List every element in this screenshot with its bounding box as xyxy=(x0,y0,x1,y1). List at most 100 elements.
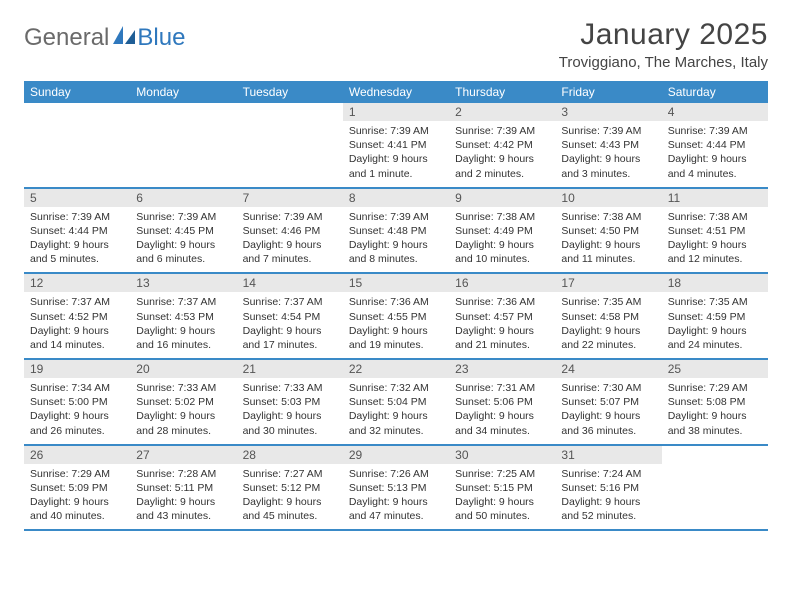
day-detail: Sunrise: 7:33 AMSunset: 5:02 PMDaylight:… xyxy=(130,381,236,438)
day-cell: 23Sunrise: 7:31 AMSunset: 5:06 PMDayligh… xyxy=(449,360,555,444)
month-title: January 2025 xyxy=(559,18,768,52)
daylight-line: Daylight: 9 hours and 36 minutes. xyxy=(561,409,655,437)
day-detail: Sunrise: 7:39 AMSunset: 4:46 PMDaylight:… xyxy=(237,210,343,267)
day-cell: 9Sunrise: 7:38 AMSunset: 4:49 PMDaylight… xyxy=(449,189,555,273)
day-detail: Sunrise: 7:35 AMSunset: 4:58 PMDaylight:… xyxy=(555,295,661,352)
day-number: 16 xyxy=(449,274,555,292)
day-number: 12 xyxy=(24,274,130,292)
daylight-line: Daylight: 9 hours and 50 minutes. xyxy=(455,495,549,523)
day-header: Thursday xyxy=(449,81,555,103)
day-cell: 8Sunrise: 7:39 AMSunset: 4:48 PMDaylight… xyxy=(343,189,449,273)
daylight-line: Daylight: 9 hours and 40 minutes. xyxy=(30,495,124,523)
day-cell: 2Sunrise: 7:39 AMSunset: 4:42 PMDaylight… xyxy=(449,103,555,187)
sunrise-line: Sunrise: 7:30 AM xyxy=(561,381,655,395)
day-detail: Sunrise: 7:37 AMSunset: 4:54 PMDaylight:… xyxy=(237,295,343,352)
daylight-line: Daylight: 9 hours and 45 minutes. xyxy=(243,495,337,523)
day-number: 19 xyxy=(24,360,130,378)
daylight-line: Daylight: 9 hours and 24 minutes. xyxy=(668,324,762,352)
day-detail: Sunrise: 7:39 AMSunset: 4:42 PMDaylight:… xyxy=(449,124,555,181)
day-number: 7 xyxy=(237,189,343,207)
day-detail: Sunrise: 7:30 AMSunset: 5:07 PMDaylight:… xyxy=(555,381,661,438)
day-number: 20 xyxy=(130,360,236,378)
sunset-line: Sunset: 4:49 PM xyxy=(455,224,549,238)
day-cell: 21Sunrise: 7:33 AMSunset: 5:03 PMDayligh… xyxy=(237,360,343,444)
day-cell: 17 Sunrise: 7:35 AMSunset: 4:58 PMDayligh… xyxy=(555,274,661,358)
day-number: 30 xyxy=(449,446,555,464)
daylight-line: Daylight: 9 hours and 8 minutes. xyxy=(349,238,443,266)
day-cell: 15Sunrise: 7:36 AMSunset: 4:55 PMDayligh… xyxy=(343,274,449,358)
day-cell: 7 Sunrise: 7:39 AMSunset: 4:46 PMDaylight… xyxy=(237,189,343,273)
day-cell: 24 Sunrise: 7:30 AMSunset: 5:07 PMDayligh… xyxy=(555,360,661,444)
daylight-line: Daylight: 9 hours and 3 minutes. xyxy=(561,152,655,180)
day-detail: Sunrise: 7:29 AMSunset: 5:08 PMDaylight:… xyxy=(662,381,768,438)
day-detail: Sunrise: 7:38 AMSunset: 4:51 PMDaylight:… xyxy=(662,210,768,267)
sunset-line: Sunset: 4:48 PM xyxy=(349,224,443,238)
sunrise-line: Sunrise: 7:36 AM xyxy=(349,295,443,309)
sunrise-line: Sunrise: 7:39 AM xyxy=(668,124,762,138)
sunrise-line: Sunrise: 7:29 AM xyxy=(668,381,762,395)
day-detail: Sunrise: 7:31 AMSunset: 5:06 PMDaylight:… xyxy=(449,381,555,438)
sunset-line: Sunset: 5:12 PM xyxy=(243,481,337,495)
day-detail: Sunrise: 7:26 AMSunset: 5:13 PMDaylight:… xyxy=(343,467,449,524)
sunrise-line: Sunrise: 7:39 AM xyxy=(561,124,655,138)
day-number: 24 xyxy=(555,360,661,378)
header: General Blue January 2025 Troviggiano, T… xyxy=(24,18,768,71)
sunrise-line: Sunrise: 7:24 AM xyxy=(561,467,655,481)
sunset-line: Sunset: 5:08 PM xyxy=(668,395,762,409)
sunrise-line: Sunrise: 7:31 AM xyxy=(455,381,549,395)
week-row: 5Sunrise: 7:39 AMSunset: 4:44 PMDaylight… xyxy=(24,189,768,275)
sunrise-line: Sunrise: 7:39 AM xyxy=(30,210,124,224)
day-detail: Sunrise: 7:39 AMSunset: 4:43 PMDaylight:… xyxy=(555,124,661,181)
sunrise-line: Sunrise: 7:32 AM xyxy=(349,381,443,395)
sunset-line: Sunset: 4:46 PM xyxy=(243,224,337,238)
sunrise-line: Sunrise: 7:33 AM xyxy=(243,381,337,395)
day-number: 1 xyxy=(343,103,449,121)
day-cell: 4Sunrise: 7:39 AMSunset: 4:44 PMDaylight… xyxy=(662,103,768,187)
day-cell: 19Sunrise: 7:34 AMSunset: 5:00 PMDayligh… xyxy=(24,360,130,444)
sunset-line: Sunset: 4:53 PM xyxy=(136,310,230,324)
day-detail: Sunrise: 7:38 AMSunset: 4:49 PMDaylight:… xyxy=(449,210,555,267)
sunset-line: Sunset: 4:55 PM xyxy=(349,310,443,324)
daylight-line: Daylight: 9 hours and 11 minutes. xyxy=(561,238,655,266)
day-detail: Sunrise: 7:32 AMSunset: 5:04 PMDaylight:… xyxy=(343,381,449,438)
day-detail: Sunrise: 7:28 AMSunset: 5:11 PMDaylight:… xyxy=(130,467,236,524)
day-number: 29 xyxy=(343,446,449,464)
sunrise-line: Sunrise: 7:27 AM xyxy=(243,467,337,481)
day-header: Sunday xyxy=(24,81,130,103)
day-number: 17 xyxy=(555,274,661,292)
daylight-line: Daylight: 9 hours and 17 minutes. xyxy=(243,324,337,352)
day-number: 28 xyxy=(237,446,343,464)
day-cell: . xyxy=(130,103,236,187)
sunset-line: Sunset: 5:06 PM xyxy=(455,395,549,409)
calendar: SundayMondayTuesdayWednesdayThursdayFrid… xyxy=(24,81,768,531)
day-cell: 18Sunrise: 7:35 AMSunset: 4:59 PMDayligh… xyxy=(662,274,768,358)
daylight-line: Daylight: 9 hours and 7 minutes. xyxy=(243,238,337,266)
day-detail: Sunrise: 7:39 AMSunset: 4:45 PMDaylight:… xyxy=(130,210,236,267)
day-number: 25 xyxy=(662,360,768,378)
day-number: 5 xyxy=(24,189,130,207)
day-number: 26 xyxy=(24,446,130,464)
day-detail: Sunrise: 7:35 AMSunset: 4:59 PMDaylight:… xyxy=(662,295,768,352)
sunset-line: Sunset: 4:54 PM xyxy=(243,310,337,324)
day-cell: 13Sunrise: 7:37 AMSunset: 4:53 PMDayligh… xyxy=(130,274,236,358)
day-cell: 22Sunrise: 7:32 AMSunset: 5:04 PMDayligh… xyxy=(343,360,449,444)
logo-text-blue: Blue xyxy=(137,24,185,52)
day-cell: 30 Sunrise: 7:25 AMSunset: 5:15 PMDayligh… xyxy=(449,446,555,530)
day-number: 21 xyxy=(237,360,343,378)
day-cell: 12Sunrise: 7:37 AMSunset: 4:52 PMDayligh… xyxy=(24,274,130,358)
daylight-line: Daylight: 9 hours and 10 minutes. xyxy=(455,238,549,266)
day-cell: 16Sunrise: 7:36 AMSunset: 4:57 PMDayligh… xyxy=(449,274,555,358)
daylight-line: Daylight: 9 hours and 2 minutes. xyxy=(455,152,549,180)
sunset-line: Sunset: 4:51 PM xyxy=(668,224,762,238)
logo: General Blue xyxy=(24,18,185,52)
day-detail: Sunrise: 7:25 AMSunset: 5:15 PMDaylight:… xyxy=(449,467,555,524)
sunrise-line: Sunrise: 7:39 AM xyxy=(243,210,337,224)
sunrise-line: Sunrise: 7:39 AM xyxy=(455,124,549,138)
daylight-line: Daylight: 9 hours and 16 minutes. xyxy=(136,324,230,352)
daylight-line: Daylight: 9 hours and 5 minutes. xyxy=(30,238,124,266)
sunrise-line: Sunrise: 7:28 AM xyxy=(136,467,230,481)
day-number: 8 xyxy=(343,189,449,207)
daylight-line: Daylight: 9 hours and 47 minutes. xyxy=(349,495,443,523)
daylight-line: Daylight: 9 hours and 4 minutes. xyxy=(668,152,762,180)
daylight-line: Daylight: 9 hours and 1 minute. xyxy=(349,152,443,180)
